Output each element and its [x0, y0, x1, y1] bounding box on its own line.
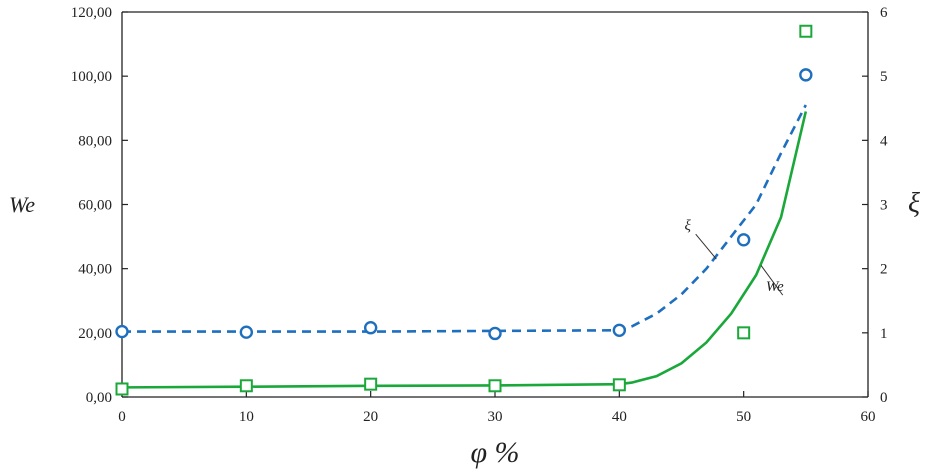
series-xi-point — [736, 233, 751, 247]
series-we-point — [364, 377, 378, 391]
annotation-we-leader — [760, 265, 784, 296]
x-tick-label: 60 — [861, 409, 876, 425]
x-tick-label: 40 — [612, 409, 627, 425]
series-we-fit-line — [121, 111, 808, 389]
y-left-tick-label: 40,00 — [78, 262, 112, 278]
series-xi-point — [115, 324, 129, 339]
series-we-point — [115, 382, 129, 396]
series-xi-point — [239, 325, 254, 339]
annotations: ξ We — [684, 218, 784, 296]
series-layer — [115, 24, 813, 396]
y-left-tick-label: 120,00 — [71, 5, 112, 21]
x-tick-label: 50 — [736, 409, 751, 425]
series-we-point — [488, 379, 502, 393]
y-left-tick-label: 0,00 — [86, 390, 112, 406]
y-left-axis-ticks: 0,00 20,00 40,00 60,00 80,00 100,00 120,00 — [71, 5, 128, 406]
y-right-tick-label: 3 — [880, 198, 888, 214]
y-right-tick-label: 6 — [880, 5, 888, 21]
annotation-xi-label: ξ — [684, 218, 691, 234]
series-we-point — [799, 24, 813, 38]
y-left-axis-title: We — [9, 192, 35, 217]
series-xi-point — [612, 323, 627, 337]
y-right-tick-label: 1 — [880, 326, 888, 342]
x-tick-label: 30 — [488, 409, 503, 425]
series-xi-point — [799, 68, 813, 82]
annotation-we-label: We — [766, 279, 784, 295]
y-right-axis-title: ξ — [908, 188, 920, 219]
annotation-xi-leader — [695, 233, 717, 260]
y-right-tick-label: 5 — [880, 69, 888, 85]
series-xi-point — [488, 326, 502, 341]
series-we-point — [737, 326, 751, 340]
series-xi-fit-line — [122, 104, 807, 333]
y-left-tick-label: 60,00 — [78, 198, 112, 214]
series-we-point — [239, 379, 253, 393]
y-left-tick-label: 20,00 — [78, 326, 112, 342]
x-tick-label: 10 — [239, 409, 254, 425]
x-tick-label: 0 — [118, 409, 126, 425]
y-right-tick-label: 2 — [880, 262, 888, 278]
y-right-tick-label: 0 — [880, 390, 888, 406]
y-right-axis-ticks: 0 1 2 3 4 5 6 — [862, 5, 888, 406]
x-axis-ticks: 0 10 20 30 40 50 60 — [118, 391, 876, 425]
series-xi-point — [363, 321, 378, 335]
y-right-tick-label: 4 — [880, 133, 888, 149]
y-left-tick-label: 80,00 — [78, 133, 112, 149]
x-axis-title: φ % — [470, 436, 519, 469]
y-left-tick-label: 100,00 — [71, 69, 112, 85]
series-we-point — [612, 378, 626, 392]
x-tick-label: 20 — [363, 409, 378, 425]
